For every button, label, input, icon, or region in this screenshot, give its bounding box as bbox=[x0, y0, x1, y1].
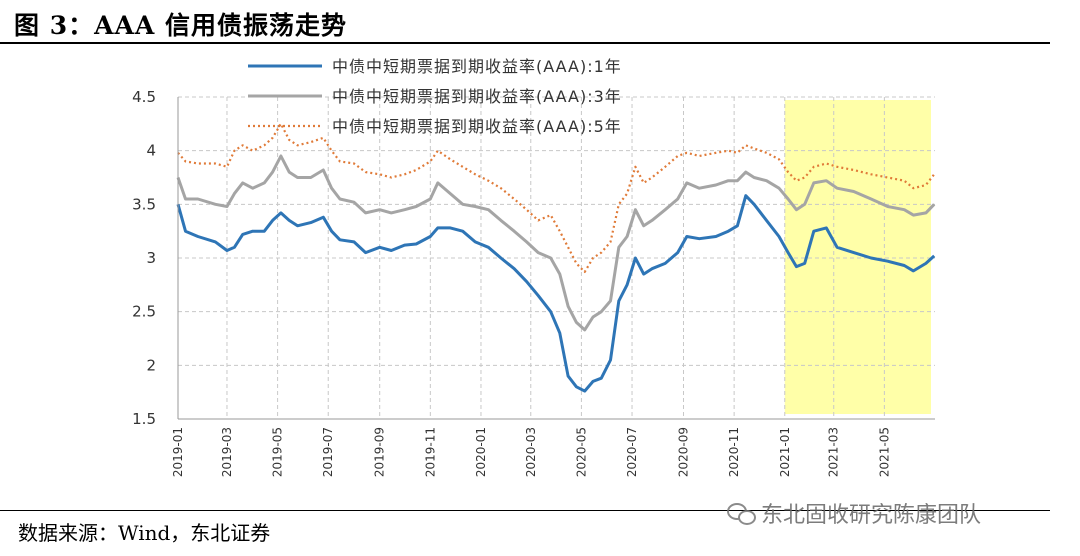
y-tick-label: 1.5 bbox=[132, 410, 156, 428]
y-tick-label: 2.5 bbox=[132, 303, 156, 321]
x-tick-label: 2019-09 bbox=[373, 427, 387, 477]
x-tick-label: 2020-01 bbox=[474, 427, 488, 477]
x-tick-label: 2020-11 bbox=[727, 427, 741, 477]
legend-label: 中债中短期票据到期收益率(AAA):1年 bbox=[332, 57, 622, 76]
watermark-text: 东北固收研究陈康团队 bbox=[761, 503, 982, 528]
legend-label: 中债中短期票据到期收益率(AAA):5年 bbox=[332, 117, 622, 136]
x-tick-label: 2021-01 bbox=[778, 427, 792, 477]
legend: 中债中短期票据到期收益率(AAA):1年中债中短期票据到期收益率(AAA):3年… bbox=[248, 57, 622, 136]
wechat-icon bbox=[727, 502, 756, 525]
x-tick-label: 2020-03 bbox=[524, 427, 538, 477]
y-tick-label: 3.5 bbox=[132, 195, 156, 213]
series-layer bbox=[176, 122, 936, 393]
watermark: 东北固收研究陈康团队 bbox=[727, 497, 981, 529]
x-tick-label: 2019-03 bbox=[220, 427, 234, 477]
y-tick-label: 4.5 bbox=[132, 88, 156, 106]
highlight-layer bbox=[784, 100, 931, 414]
data-source: 数据来源：Wind，东北证券 bbox=[18, 521, 271, 545]
axis-layer: 1.5 2 2.5 3 3.5 4 4.5 2019-01 2019-03 2019-05 2019… bbox=[132, 88, 935, 477]
y-tick-label: 3 bbox=[146, 249, 156, 267]
y-tick-label: 4 bbox=[146, 142, 156, 160]
x-tick-label: 2019-05 bbox=[271, 427, 285, 477]
legend-label: 中债中短期票据到期收益率(AAA):3年 bbox=[332, 87, 622, 106]
highlight-region bbox=[784, 100, 931, 414]
x-tick-label: 2019-01 bbox=[171, 427, 185, 477]
x-tick-label: 2019-11 bbox=[423, 427, 437, 477]
series-line-5y bbox=[177, 122, 936, 274]
footer-divider bbox=[0, 510, 1050, 511]
x-tick-label: 2019-07 bbox=[321, 427, 335, 477]
y-tick-label: 2 bbox=[146, 356, 156, 374]
x-tick-label: 2021-03 bbox=[827, 427, 841, 477]
x-tick-label: 2020-05 bbox=[574, 427, 588, 477]
figure-title: 图 3：AAA 信用债振荡走势 bbox=[14, 11, 347, 40]
title-divider bbox=[0, 42, 1050, 44]
x-tick-label: 2021-05 bbox=[877, 427, 891, 477]
x-tick-label: 2020-09 bbox=[676, 427, 690, 477]
series-line-1y bbox=[176, 194, 936, 393]
series-line-3y bbox=[176, 154, 936, 332]
x-tick-label: 2020-07 bbox=[625, 427, 639, 477]
line-chart: 1.5 2 2.5 3 3.5 4 4.5 2019-01 2019-03 2019-05 2019… bbox=[132, 57, 936, 477]
